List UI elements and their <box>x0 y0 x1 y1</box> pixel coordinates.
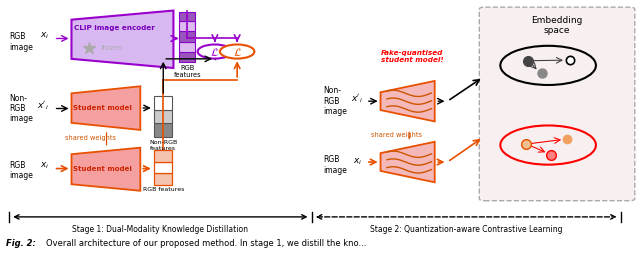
Text: Non-
RGB
image: Non- RGB image <box>323 86 347 116</box>
Bar <box>154 110 172 123</box>
Text: $x_i$: $x_i$ <box>40 161 49 171</box>
Text: Stage 2: Quantization-aware Contrastive Learning: Stage 2: Quantization-aware Contrastive … <box>370 225 563 234</box>
Bar <box>179 31 195 42</box>
Text: Student model: Student model <box>72 166 131 172</box>
Bar <box>154 173 172 185</box>
Bar <box>179 42 195 51</box>
Text: Stage 1: Dual-Modality Knowledge Distillation: Stage 1: Dual-Modality Knowledge Distill… <box>72 225 248 234</box>
Text: Overall architecture of our proposed method. In stage 1, we distill the kno...: Overall architecture of our proposed met… <box>46 238 366 248</box>
Polygon shape <box>72 86 140 130</box>
Bar <box>179 21 195 31</box>
Polygon shape <box>381 142 435 182</box>
Text: Embedding
space: Embedding space <box>531 16 583 35</box>
Text: frozen: frozen <box>100 45 122 51</box>
Bar <box>154 123 172 137</box>
Text: shared weights: shared weights <box>371 132 422 138</box>
Text: $x_i$: $x_i$ <box>353 156 362 167</box>
Text: RGB features: RGB features <box>143 187 184 192</box>
Text: Non-
RGB
image: Non- RGB image <box>10 94 33 123</box>
Text: RGB
image: RGB image <box>10 32 33 51</box>
Bar <box>154 96 172 110</box>
Text: $\mathcal{L}$: $\mathcal{L}$ <box>210 46 220 58</box>
Bar <box>154 162 172 173</box>
Bar <box>179 51 195 62</box>
Text: RGB
image: RGB image <box>323 155 347 175</box>
Polygon shape <box>381 81 435 121</box>
Bar <box>179 12 195 21</box>
Text: RGB
features: RGB features <box>173 65 201 78</box>
Text: $x'_i$: $x'_i$ <box>37 100 49 112</box>
Text: Fig. 2:: Fig. 2: <box>6 238 36 248</box>
Text: Student model: Student model <box>72 105 131 111</box>
Text: Non-RGB
features: Non-RGB features <box>149 140 177 151</box>
Circle shape <box>198 45 232 59</box>
Text: Fake-quantised
student model!: Fake-quantised student model! <box>381 50 444 63</box>
Polygon shape <box>72 148 140 191</box>
Polygon shape <box>72 11 173 68</box>
FancyBboxPatch shape <box>479 7 635 201</box>
Text: shared weights: shared weights <box>65 135 116 141</box>
Circle shape <box>220 45 254 59</box>
Text: $x'_i$: $x'_i$ <box>351 92 362 105</box>
Text: $\mathcal{L}$: $\mathcal{L}$ <box>232 46 242 58</box>
Text: $x_i$: $x_i$ <box>40 30 49 41</box>
Bar <box>154 150 172 162</box>
Text: RGB
image: RGB image <box>10 161 33 180</box>
Text: CLIP image encoder: CLIP image encoder <box>74 25 156 31</box>
